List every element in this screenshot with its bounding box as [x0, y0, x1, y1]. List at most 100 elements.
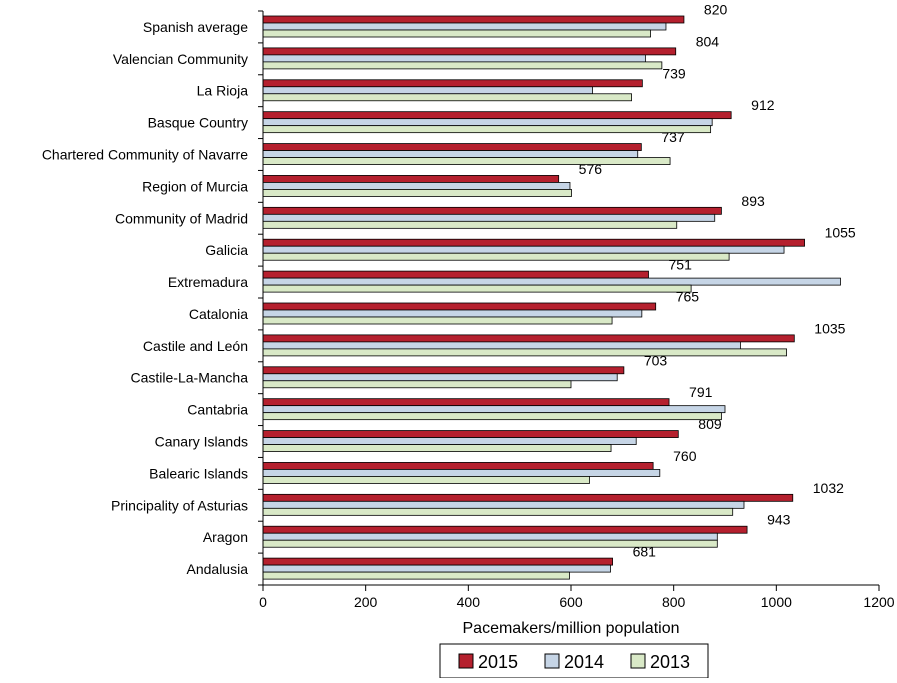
category-label: Extremadura [168, 274, 248, 290]
bar-2013-3 [262, 125, 712, 134]
bar-2014-1 [262, 54, 646, 63]
bar-2014-6 [262, 213, 716, 222]
legend-label-2013: 2013 [650, 652, 690, 672]
category-label: Balearic Islands [149, 465, 248, 481]
x-axis-title: Pacemakers/million population [463, 620, 680, 637]
category-label: Valencian Community [113, 51, 248, 67]
bar-2015-8 [262, 270, 649, 279]
bar-2013-4 [262, 157, 671, 165]
category-label: Region of Murcia [142, 178, 248, 194]
legend-swatch-2014 [544, 653, 560, 669]
data-label-2015-16: 943 [767, 512, 791, 528]
category-label: Andalusia [187, 561, 249, 577]
bar-2013-2 [262, 93, 632, 102]
bar-2015-5 [262, 175, 560, 183]
bar-2014-17 [262, 564, 611, 573]
category-label: Castile-La-Mancha [131, 370, 249, 386]
category-label: Cantabria [187, 402, 248, 418]
x-tick-label: 1200 [863, 594, 894, 610]
category-label: Catalonia [189, 306, 248, 322]
bar-2013-1 [262, 61, 663, 70]
bar-2015-6 [262, 206, 722, 215]
bar-2015-0 [262, 15, 685, 24]
bar-2013-15 [262, 507, 734, 516]
category-label: Galicia [205, 242, 248, 258]
data-label-2015-0: 820 [704, 2, 728, 18]
category-label: Basque Country [148, 115, 248, 131]
data-label-2015-14: 760 [673, 448, 697, 464]
bar-2015-14 [262, 462, 654, 470]
category-label: Castile and León [143, 338, 248, 354]
category-label: Canary Islands [155, 434, 248, 450]
bar-2013-10 [262, 348, 787, 357]
bar-2014-8 [262, 277, 841, 286]
bar-2014-14 [262, 469, 661, 477]
category-label: Principality of Asturias [111, 497, 248, 513]
category-label: Chartered Community of Navarre [42, 147, 248, 163]
bar-2015-13 [262, 430, 679, 438]
legend-swatch-2015 [458, 653, 474, 669]
x-tick-label: 800 [662, 594, 686, 610]
data-label-2015-15: 1032 [813, 480, 844, 496]
data-label-2015-13: 809 [698, 416, 722, 432]
bar-2014-7 [262, 245, 785, 254]
bar-2014-15 [262, 500, 745, 509]
bar-2015-17 [262, 557, 613, 566]
bar-2014-0 [262, 22, 667, 31]
labels-group: 820 Spanish average 804 Valencian Community… [42, 2, 895, 611]
bar-2015-1 [262, 47, 677, 56]
bar-2013-7 [262, 252, 730, 261]
legend-label-2015: 2015 [478, 652, 518, 672]
bar-2013-14 [262, 476, 590, 484]
x-tick-label: 600 [559, 594, 583, 610]
data-label-2015-8: 751 [669, 257, 693, 273]
bar-2015-16 [262, 525, 748, 534]
bar-2015-9 [262, 302, 657, 311]
data-label-2015-3: 912 [751, 97, 775, 113]
bar-2014-11 [262, 373, 618, 382]
bar-2013-5 [262, 189, 572, 197]
bar-2013-0 [262, 29, 651, 38]
bar-2015-10 [262, 334, 795, 343]
bar-2013-8 [262, 284, 692, 293]
legend-box [439, 643, 709, 679]
legend-label-2014: 2014 [564, 652, 604, 672]
bar-2014-10 [262, 341, 741, 350]
category-label: La Rioja [197, 83, 249, 99]
category-label: Community of Madrid [115, 210, 248, 226]
data-label-2015-11: 703 [644, 352, 668, 368]
bar-2014-13 [262, 437, 637, 445]
bar-2014-12 [262, 405, 726, 414]
bar-2015-3 [262, 111, 732, 120]
bar-2014-16 [262, 532, 718, 541]
bar-2015-2 [262, 79, 643, 88]
data-label-2015-9: 765 [676, 289, 700, 305]
bar-2015-12 [262, 398, 670, 407]
legend: 2015 2014 2013 [439, 643, 709, 679]
bar-2015-4 [262, 143, 642, 151]
x-tick-label: 200 [354, 594, 378, 610]
x-tick-label: 1000 [761, 594, 792, 610]
x-tick-label: 400 [457, 594, 481, 610]
bar-2014-3 [262, 118, 713, 127]
bar-2014-5 [262, 182, 571, 190]
bar-2013-11 [262, 380, 572, 389]
data-label-2015-5: 576 [579, 161, 603, 177]
bar-2015-15 [262, 493, 794, 502]
data-label-2015-2: 739 [662, 65, 686, 81]
bar-2014-9 [262, 309, 643, 318]
data-label-2015-6: 893 [741, 193, 765, 209]
data-label-2015-7: 1055 [825, 225, 856, 241]
bar-2015-11 [262, 366, 625, 375]
category-label: Spanish average [143, 19, 248, 35]
data-label-2015-12: 791 [689, 384, 713, 400]
bar-2014-2 [262, 86, 593, 95]
bar-2015-7 [262, 238, 805, 247]
bar-2013-17 [262, 571, 570, 580]
data-label-2015-1: 804 [696, 33, 720, 49]
bar-2013-6 [262, 220, 678, 229]
bars-group [262, 15, 841, 580]
bar-2013-9 [262, 316, 613, 325]
